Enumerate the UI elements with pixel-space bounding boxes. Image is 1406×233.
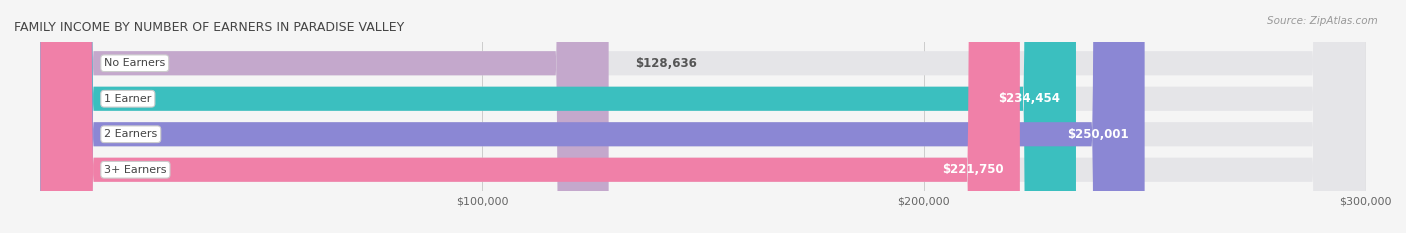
Text: No Earners: No Earners xyxy=(104,58,166,68)
FancyBboxPatch shape xyxy=(41,0,1365,233)
FancyBboxPatch shape xyxy=(41,0,1365,233)
Text: $221,750: $221,750 xyxy=(942,163,1004,176)
Text: 1 Earner: 1 Earner xyxy=(104,94,152,104)
FancyBboxPatch shape xyxy=(41,0,1365,233)
FancyBboxPatch shape xyxy=(41,0,1019,233)
Text: Source: ZipAtlas.com: Source: ZipAtlas.com xyxy=(1267,16,1378,26)
FancyBboxPatch shape xyxy=(41,0,1144,233)
Text: $128,636: $128,636 xyxy=(636,57,697,70)
FancyBboxPatch shape xyxy=(41,0,1365,233)
FancyBboxPatch shape xyxy=(41,0,609,233)
Text: $234,454: $234,454 xyxy=(998,92,1060,105)
Text: $250,001: $250,001 xyxy=(1067,128,1129,141)
FancyBboxPatch shape xyxy=(41,0,1076,233)
Text: 2 Earners: 2 Earners xyxy=(104,129,157,139)
Text: 3+ Earners: 3+ Earners xyxy=(104,165,167,175)
Text: FAMILY INCOME BY NUMBER OF EARNERS IN PARADISE VALLEY: FAMILY INCOME BY NUMBER OF EARNERS IN PA… xyxy=(14,21,405,34)
